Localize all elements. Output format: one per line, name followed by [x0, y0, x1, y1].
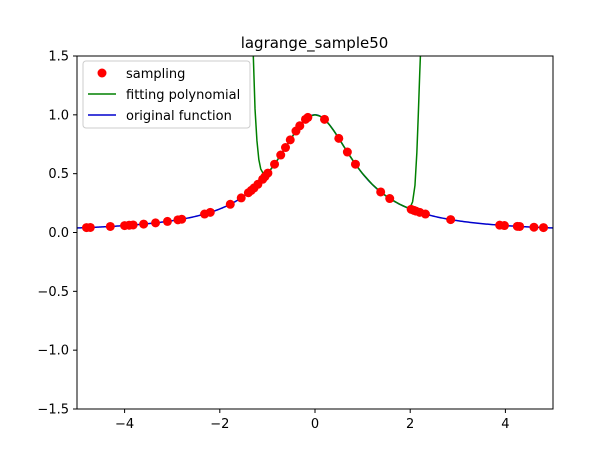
original-function-line — [77, 114, 553, 229]
y-tick-label: −1.0 — [37, 344, 69, 359]
legend-box — [82, 60, 251, 129]
sampling-point — [295, 121, 305, 131]
sampling-point — [303, 112, 313, 122]
legend-sampling-marker — [97, 68, 107, 78]
sampling-point — [105, 221, 115, 231]
sampling-point — [162, 216, 172, 226]
y-tick-label: 0.0 — [48, 226, 69, 241]
sampling-point — [385, 194, 395, 204]
sampling-point — [342, 147, 352, 157]
y-tick-label: −1.5 — [37, 403, 69, 418]
sampling-point — [538, 223, 548, 233]
legend: sampling fitting polynomial original fun… — [82, 60, 251, 129]
sampling-point — [376, 187, 386, 197]
y-tick-label: 0.5 — [48, 167, 69, 182]
sampling-point — [85, 222, 95, 232]
legend-fitting-polynomial-label: fitting polynomial — [126, 88, 240, 103]
sampling-point — [225, 199, 235, 209]
sampling-point — [128, 220, 138, 230]
y-tick-label: 1.0 — [48, 108, 69, 123]
sampling-point — [320, 114, 330, 124]
sampling-point — [499, 221, 509, 231]
x-tick-label: 4 — [501, 417, 509, 432]
sampling-point — [334, 133, 344, 143]
sampling-point — [529, 222, 539, 232]
sampling-point — [276, 150, 286, 160]
y-tick-label: −0.5 — [37, 285, 69, 300]
sampling-point — [280, 143, 290, 153]
y-tick-label: 1.5 — [48, 50, 69, 65]
sampling-point — [446, 215, 456, 225]
sampling-point — [236, 193, 246, 203]
plot-area — [77, 56, 553, 233]
sampling-point — [515, 221, 525, 231]
y-axis: −1.5 −1.0 −0.5 0.0 0.5 1.0 1.5 — [37, 50, 77, 418]
sampling-point — [205, 207, 215, 217]
sampling-point — [263, 168, 273, 178]
sampling-points — [82, 112, 548, 233]
chart-title: lagrange_sample50 — [241, 34, 389, 53]
legend-sampling-label: sampling — [126, 67, 185, 82]
sampling-point — [177, 214, 187, 224]
x-tick-label: 2 — [406, 417, 414, 432]
x-axis: −4 −2 0 2 4 — [115, 409, 510, 432]
legend-original-function-label: original function — [126, 109, 232, 124]
x-tick-label: −4 — [115, 417, 134, 432]
sampling-point — [350, 159, 360, 169]
fitting-polynomial-line — [252, 56, 422, 209]
sampling-point — [270, 159, 280, 169]
sampling-point — [420, 209, 430, 219]
x-tick-label: −2 — [210, 417, 229, 432]
sampling-point — [151, 218, 161, 228]
sampling-point — [139, 219, 149, 229]
sampling-point — [285, 135, 295, 145]
x-tick-label: 0 — [311, 417, 319, 432]
